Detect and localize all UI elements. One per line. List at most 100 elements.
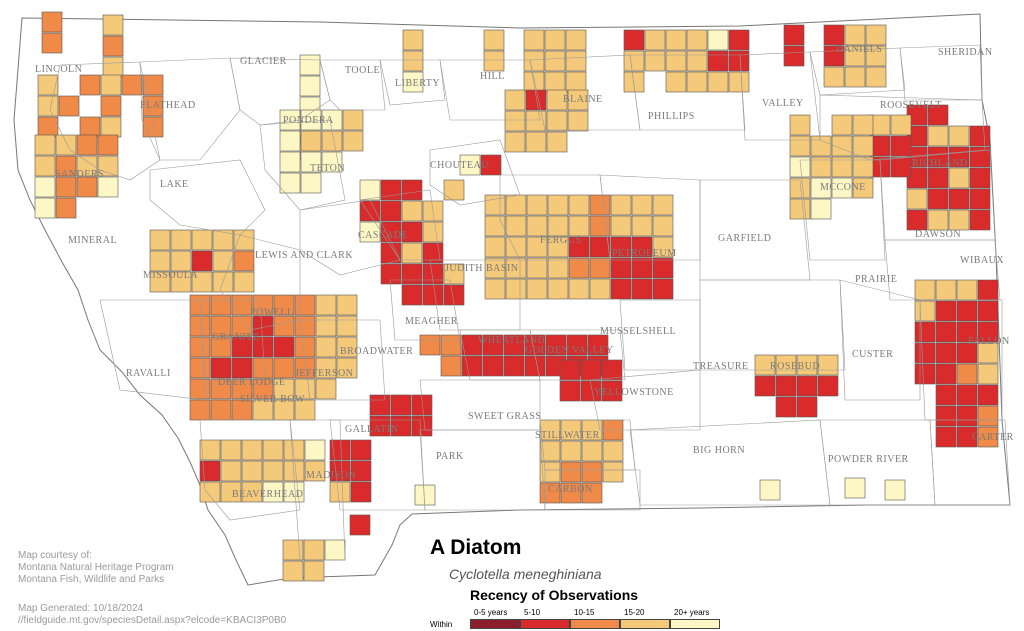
observation-cell (350, 460, 372, 482)
county-label: PHILLIPS (648, 111, 695, 122)
observation-cell (336, 315, 358, 337)
observation-cell (294, 315, 316, 337)
observation-cell (411, 415, 433, 437)
observation-cell (589, 215, 611, 237)
observation-cell (707, 50, 729, 72)
observation-cell (233, 271, 255, 293)
observation-cell (601, 380, 623, 402)
observation-cell (610, 257, 632, 279)
observation-cell (977, 279, 999, 301)
observation-cell (927, 209, 949, 231)
observation-cell (796, 396, 818, 418)
observation-cell (547, 215, 569, 237)
county-label: WIBAUX (960, 255, 1004, 266)
county-label: BLAINE (563, 94, 603, 105)
observation-cell (262, 460, 284, 482)
observation-cell (401, 284, 423, 306)
observation-cell (58, 95, 80, 117)
county-label: SANDERS (55, 169, 104, 180)
county-label: MEAGHER (405, 316, 458, 327)
observation-cell (231, 378, 253, 400)
observation-cell (935, 342, 957, 364)
observation-cell (402, 71, 424, 93)
observation-cell (914, 321, 936, 343)
observation-cell (544, 71, 566, 93)
observation-cell (55, 197, 77, 219)
observation-cell (34, 197, 56, 219)
observation-cell (402, 50, 424, 72)
county-label: STILLWATER (535, 430, 600, 441)
observation-cell (37, 95, 59, 117)
observation-cell (315, 357, 337, 379)
county-label: LEWIS AND CLARK (255, 250, 353, 261)
species-url[interactable]: //fieldguide.mt.gov/speciesDetail.aspx?e… (18, 615, 287, 626)
county-label: DEER LODGE (218, 377, 286, 388)
observation-cell (210, 294, 232, 316)
county-label: JEFFERSON (295, 368, 353, 379)
observation-cell (546, 89, 568, 111)
observation-cell (482, 355, 504, 377)
observation-cell (665, 29, 687, 51)
observation-cell (969, 188, 991, 210)
observation-cell (484, 215, 506, 237)
observation-cell (956, 405, 978, 427)
observation-cell (273, 315, 295, 337)
observation-cell (300, 130, 322, 152)
observation-cell (369, 394, 391, 416)
observation-cell (401, 200, 423, 222)
county-label: TETON (310, 163, 345, 174)
observation-cell (547, 194, 569, 216)
observation-cell (440, 355, 462, 377)
county-label: BEAVERHEAD (232, 489, 303, 500)
legend-label-3: 15-20 (624, 608, 645, 617)
legend-swatch-2 (570, 619, 620, 629)
observation-cell (220, 439, 242, 461)
legend-title: Recency of Observations (470, 587, 639, 603)
observation-cell (789, 114, 811, 136)
observation-cell (810, 156, 832, 178)
observation-cell (283, 439, 305, 461)
observation-cell (402, 29, 424, 51)
observation-cell (299, 75, 321, 97)
observation-cell (969, 167, 991, 189)
observation-cell (231, 315, 253, 337)
observation-cell (547, 257, 569, 279)
observation-cell (587, 334, 609, 356)
observation-cell (568, 257, 590, 279)
observation-cell (546, 110, 568, 132)
county-label: LIBERTY (395, 78, 440, 89)
observation-cell (283, 460, 305, 482)
observation-cell (831, 114, 853, 136)
county-label: LAKE (160, 179, 189, 190)
observation-cell (504, 110, 526, 132)
county-label: CUSTER (852, 349, 893, 360)
credit-line-3: Montana Fish, Wildlife and Parks (18, 574, 165, 585)
county-label: PARK (436, 451, 464, 462)
observation-cell (315, 315, 337, 337)
observation-cell (969, 146, 991, 168)
observation-cell (55, 176, 77, 198)
observation-cell (844, 45, 866, 67)
observation-cell (906, 188, 928, 210)
observation-cell (610, 278, 632, 300)
observation-cell (831, 156, 853, 178)
observation-cell (665, 71, 687, 93)
observation-cell (977, 405, 999, 427)
county-label: TOOLE (345, 65, 380, 76)
observation-cell (210, 378, 232, 400)
observation-cell (102, 14, 124, 36)
observation-cell (865, 24, 887, 46)
observation-cell (935, 384, 957, 406)
legend-within-label: Within (430, 620, 453, 629)
observation-cell (810, 177, 832, 199)
observation-cell (852, 135, 874, 157)
observation-cell (580, 380, 602, 402)
observation-cell (631, 236, 653, 258)
observation-cell (754, 375, 776, 397)
observation-cell (890, 156, 912, 178)
observation-cell (210, 357, 232, 379)
observation-cell (350, 481, 372, 503)
observation-cell (935, 426, 957, 448)
observation-cell (210, 336, 232, 358)
